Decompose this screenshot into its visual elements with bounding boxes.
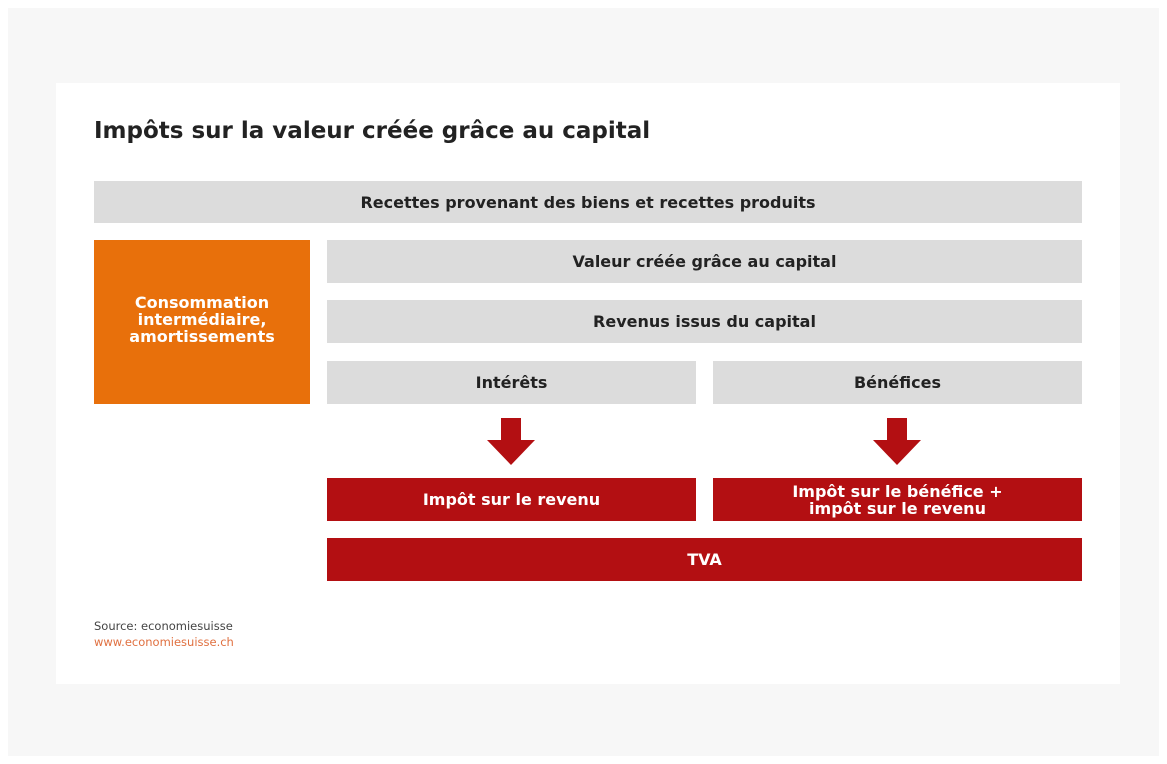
value-box: Valeur créée grâce au capital [327,240,1082,283]
income-tax-box: Impôt sur le revenu [327,478,696,521]
label: Recettes provenant des biens et recettes… [360,192,816,212]
vat-box: TVA [327,538,1082,581]
revenue-box: Recettes provenant des biens et recettes… [94,181,1082,223]
profit-tax-box: Impôt sur le bénéfice + impôt sur le rev… [713,478,1082,521]
label: Revenus issus du capital [593,312,816,331]
label: Impôt sur le revenu [422,490,601,509]
label: Bénéfices [853,373,941,392]
arrow [487,418,535,465]
label: amortissements [129,326,275,346]
profits-box: Bénéfices [713,361,1082,404]
label: Valeur créée grâce au capital [572,252,837,271]
label: TVA [687,550,722,569]
source: Source: economiesuisse [94,619,233,633]
label: Consommation [134,292,270,312]
label: Intérêts [475,373,548,392]
capital-income-box: Revenus issus du capital [327,300,1082,343]
arrow [873,418,921,465]
label: Impôt sur le bénéfice + [792,481,1003,501]
source-url[interactable]: www.economiesuisse.ch [94,635,234,649]
title: Impôts sur la valeur créée grâce au capi… [94,118,651,144]
label: intermédiaire, [137,309,267,329]
label: impôt sur le revenu [809,498,986,518]
intermediate-box: Consommation intermédiaire, amortissemen… [94,240,310,404]
interest-box: Intérêts [327,361,696,404]
